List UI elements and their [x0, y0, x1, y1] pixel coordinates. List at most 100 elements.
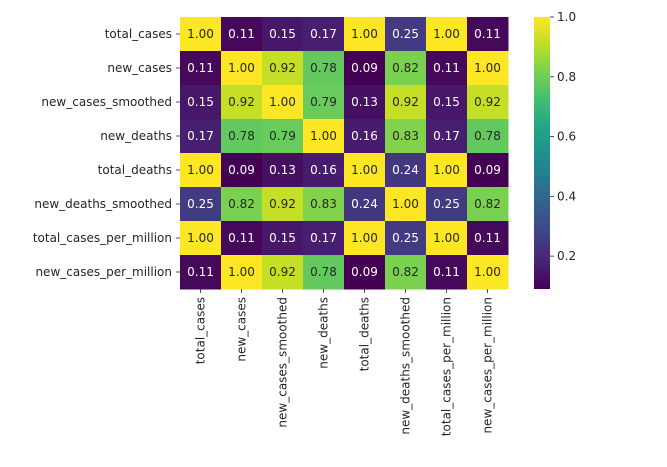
heatmap-cell: [180, 119, 222, 154]
cell-value-label: 0.16: [310, 163, 337, 177]
heatmap-cell: [180, 85, 222, 120]
colorbar-tick-label: 1.0: [557, 10, 576, 24]
cell-value-label: 0.92: [228, 95, 255, 109]
cell-value-label: 0.79: [269, 129, 296, 143]
x-tick-label: total_cases_per_million: [440, 297, 454, 436]
cell-value-label: 1.00: [269, 95, 296, 109]
heatmap-cell: [303, 221, 345, 256]
cell-value-label: 0.11: [187, 265, 214, 279]
heatmap-cell: [180, 221, 222, 256]
heatmap-cell: [385, 51, 427, 86]
heatmap-cell: [221, 51, 263, 86]
cell-value-label: 1.00: [187, 27, 214, 41]
heatmap-cell: [426, 153, 468, 188]
x-tick-label: new_deaths_smoothed: [399, 297, 413, 435]
cell-value-label: 0.25: [433, 197, 460, 211]
x-tick-label: total_cases: [194, 297, 208, 364]
heatmap-cell: [344, 255, 386, 290]
heatmap-cell: [303, 119, 345, 154]
heatmap-cell: [262, 85, 304, 120]
cell-value-label: 1.00: [474, 265, 501, 279]
heatmap-cell: [262, 17, 304, 52]
heatmap-cell: [262, 187, 304, 222]
heatmap-cell: [467, 119, 509, 154]
cell-value-label: 0.82: [392, 265, 419, 279]
heatmap-cell: [303, 51, 345, 86]
cell-value-label: 0.17: [310, 231, 337, 245]
heatmap-cell: [221, 221, 263, 256]
cell-value-label: 1.00: [187, 231, 214, 245]
cell-value-label: 0.13: [269, 163, 296, 177]
colorbar-tick-label: 0.8: [557, 70, 576, 84]
heatmap-cell: [467, 187, 509, 222]
cell-value-label: 0.78: [474, 129, 501, 143]
cell-value-label: 0.24: [351, 197, 378, 211]
heatmap-cell: [303, 85, 345, 120]
heatmap-cell: [180, 187, 222, 222]
cell-value-label: 0.83: [392, 129, 419, 143]
cell-value-label: 0.78: [310, 61, 337, 75]
cell-value-label: 0.11: [474, 231, 501, 245]
cell-value-label: 0.82: [474, 197, 501, 211]
heatmap-cell: [221, 255, 263, 290]
heatmap-cell: [385, 187, 427, 222]
cell-value-label: 0.92: [269, 61, 296, 75]
y-tick-label: new_cases_per_million: [35, 265, 172, 279]
cell-value-label: 1.00: [228, 265, 255, 279]
y-tick-label: total_deaths: [98, 163, 172, 177]
cell-value-label: 0.15: [187, 95, 214, 109]
cell-value-label: 1.00: [433, 231, 460, 245]
cell-value-label: 0.78: [228, 129, 255, 143]
heatmap-cell: [385, 85, 427, 120]
x-tick-label: new_cases_smoothed: [276, 297, 290, 428]
cell-value-label: 0.24: [392, 163, 419, 177]
y-tick-label: new_deaths_smoothed: [34, 197, 172, 211]
cell-value-label: 1.00: [474, 61, 501, 75]
cell-value-label: 0.09: [351, 265, 378, 279]
cell-value-label: 0.82: [392, 61, 419, 75]
heatmap-cell: [426, 119, 468, 154]
cell-value-label: 0.15: [433, 95, 460, 109]
cell-value-label: 0.15: [269, 231, 296, 245]
cell-value-label: 0.83: [310, 197, 337, 211]
cell-value-label: 0.11: [474, 27, 501, 41]
heatmap-cell: [426, 51, 468, 86]
heatmap-cell: [467, 255, 509, 290]
cell-value-label: 0.09: [474, 163, 501, 177]
heatmap-cell: [344, 51, 386, 86]
heatmap-cell: [262, 153, 304, 188]
cell-value-label: 0.92: [269, 265, 296, 279]
heatmap-cell: [303, 153, 345, 188]
heatmap-cell: [467, 221, 509, 256]
cell-value-label: 0.92: [474, 95, 501, 109]
colorbar-gradient: [534, 17, 550, 289]
heatmap-cell: [262, 221, 304, 256]
x-tick-label: new_cases_per_million: [481, 297, 495, 434]
heatmap-cell: [344, 17, 386, 52]
heatmap-cell: [426, 255, 468, 290]
y-tick-label: new_cases_smoothed: [41, 95, 172, 109]
heatmap-cell: [344, 119, 386, 154]
heatmap-cell: [426, 17, 468, 52]
cell-value-label: 0.11: [187, 61, 214, 75]
cell-value-label: 1.00: [187, 163, 214, 177]
heatmap-cell: [221, 17, 263, 52]
colorbar-tick-label: 0.2: [557, 249, 576, 263]
cell-value-label: 0.13: [351, 95, 378, 109]
heatmap-cell: [344, 85, 386, 120]
heatmap-cell: [467, 51, 509, 86]
cell-value-label: 1.00: [351, 163, 378, 177]
heatmap-cell: [262, 119, 304, 154]
heatmap-cell: [303, 255, 345, 290]
cell-value-label: 0.25: [392, 231, 419, 245]
heatmap-cell: [426, 221, 468, 256]
heatmap-cell: [221, 85, 263, 120]
cell-value-label: 0.11: [433, 265, 460, 279]
cell-value-label: 1.00: [433, 27, 460, 41]
cell-value-label: 1.00: [392, 197, 419, 211]
y-tick-label: total_cases: [105, 27, 172, 41]
cell-value-label: 0.17: [187, 129, 214, 143]
heatmap-cell: [385, 119, 427, 154]
